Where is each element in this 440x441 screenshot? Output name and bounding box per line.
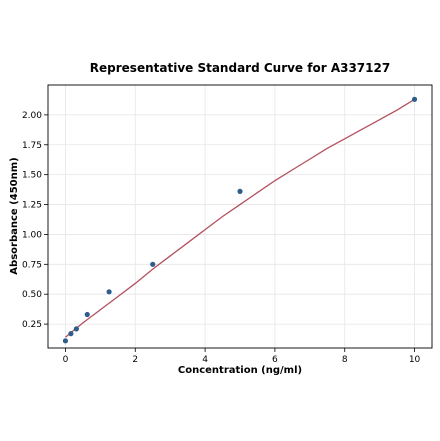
- data-point: [73, 326, 79, 332]
- plot-area-frame: [47, 84, 433, 349]
- fit-curve-layer: [65, 98, 415, 338]
- data-point: [150, 261, 156, 267]
- x-tick-label: 2: [132, 355, 138, 365]
- x-tick-label: 6: [272, 355, 278, 365]
- y-tick-label: 2.00: [22, 111, 42, 121]
- y-tick-label: 0.75: [22, 260, 42, 270]
- data-point: [106, 289, 112, 295]
- data-point: [68, 331, 74, 337]
- y-tick-label: 0.50: [22, 290, 42, 300]
- data-point: [411, 96, 418, 102]
- axis-ticks: 0 2 4 6 8 10 0.25 0.50 0.75 1.00 1.25 1.50 1.75 2.00: [22, 111, 421, 365]
- y-tick-label: 1.00: [22, 230, 42, 240]
- x-tick-label: 0: [63, 355, 69, 365]
- data-point: [84, 311, 90, 318]
- grid: [48, 85, 432, 348]
- chart-title: Representative Standard Curve for A33712…: [90, 61, 390, 75]
- y-tick-label: 0.25: [22, 320, 42, 330]
- x-axis-label: Concentration (ng/ml): [178, 365, 302, 376]
- fit-curve-line: [65, 98, 415, 338]
- x-tick-label: 4: [202, 355, 208, 365]
- x-tick-label: 10: [409, 355, 421, 365]
- data-point: [237, 188, 243, 194]
- y-tick-label: 1.75: [22, 141, 42, 151]
- x-tick-label: 8: [342, 355, 348, 365]
- y-tick-label: 1.50: [22, 171, 42, 181]
- data-points-layer: [62, 96, 418, 344]
- y-tick-label: 1.25: [22, 201, 42, 211]
- data-point: [62, 338, 69, 344]
- y-axis-label: Absorbance (450nm): [9, 157, 20, 274]
